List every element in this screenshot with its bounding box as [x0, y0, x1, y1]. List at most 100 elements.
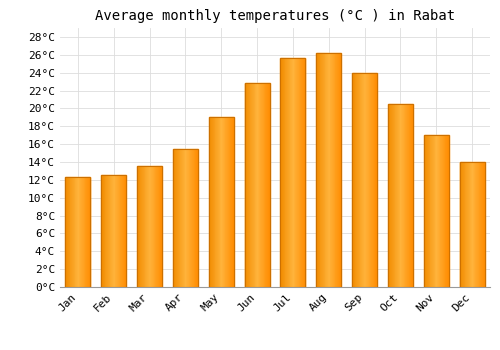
Bar: [192, 148, 193, 287]
Bar: [262, 83, 263, 287]
Bar: [390, 104, 391, 287]
Bar: [431, 135, 432, 287]
Bar: [460, 162, 484, 287]
Bar: [462, 162, 463, 287]
Bar: [474, 162, 476, 287]
Bar: [430, 135, 431, 287]
Bar: [144, 167, 146, 287]
Bar: [67, 177, 68, 287]
Bar: [71, 177, 72, 287]
Bar: [332, 53, 333, 287]
Bar: [300, 58, 302, 287]
Bar: [148, 167, 150, 287]
Bar: [232, 117, 233, 287]
Bar: [284, 58, 286, 287]
Bar: [159, 167, 160, 287]
Bar: [137, 167, 162, 287]
Bar: [246, 83, 247, 287]
Bar: [84, 177, 86, 287]
Bar: [476, 162, 477, 287]
Bar: [227, 117, 228, 287]
Bar: [114, 175, 116, 287]
Bar: [473, 162, 474, 287]
Bar: [339, 53, 340, 287]
Bar: [222, 117, 223, 287]
Bar: [338, 53, 339, 287]
Bar: [229, 117, 230, 287]
Bar: [143, 167, 144, 287]
Bar: [398, 104, 400, 287]
Bar: [141, 167, 142, 287]
Bar: [467, 162, 468, 287]
Bar: [298, 58, 299, 287]
Bar: [373, 73, 374, 287]
Bar: [117, 175, 118, 287]
Bar: [280, 58, 305, 287]
Bar: [336, 53, 337, 287]
Bar: [174, 148, 176, 287]
Bar: [74, 177, 76, 287]
Bar: [392, 104, 393, 287]
Bar: [258, 83, 259, 287]
Bar: [251, 83, 252, 287]
Bar: [282, 58, 283, 287]
Bar: [403, 104, 404, 287]
Bar: [468, 162, 469, 287]
Bar: [253, 83, 254, 287]
Bar: [252, 83, 253, 287]
Bar: [101, 175, 102, 287]
Bar: [103, 175, 104, 287]
Bar: [244, 83, 246, 287]
Bar: [217, 117, 218, 287]
Bar: [477, 162, 478, 287]
Bar: [250, 83, 251, 287]
Bar: [73, 177, 74, 287]
Bar: [404, 104, 406, 287]
Bar: [153, 167, 154, 287]
Bar: [478, 162, 479, 287]
Bar: [352, 73, 353, 287]
Bar: [283, 58, 284, 287]
Title: Average monthly temperatures (°C ) in Rabat: Average monthly temperatures (°C ) in Ra…: [95, 9, 455, 23]
Bar: [400, 104, 402, 287]
Bar: [324, 53, 326, 287]
Bar: [472, 162, 473, 287]
Bar: [322, 53, 323, 287]
Bar: [83, 177, 84, 287]
Bar: [471, 162, 472, 287]
Bar: [393, 104, 394, 287]
Bar: [397, 104, 398, 287]
Bar: [352, 73, 377, 287]
Bar: [156, 167, 157, 287]
Bar: [483, 162, 484, 287]
Bar: [353, 73, 354, 287]
Bar: [233, 117, 234, 287]
Bar: [424, 135, 449, 287]
Bar: [104, 175, 106, 287]
Bar: [326, 53, 327, 287]
Bar: [213, 117, 214, 287]
Bar: [321, 53, 322, 287]
Bar: [184, 148, 186, 287]
Bar: [211, 117, 212, 287]
Bar: [409, 104, 410, 287]
Bar: [291, 58, 292, 287]
Bar: [70, 177, 71, 287]
Bar: [266, 83, 267, 287]
Bar: [193, 148, 194, 287]
Bar: [86, 177, 87, 287]
Bar: [287, 58, 288, 287]
Bar: [292, 58, 293, 287]
Bar: [173, 148, 198, 287]
Bar: [436, 135, 437, 287]
Bar: [122, 175, 123, 287]
Bar: [302, 58, 303, 287]
Bar: [138, 167, 140, 287]
Bar: [101, 175, 126, 287]
Bar: [361, 73, 362, 287]
Bar: [108, 175, 110, 287]
Bar: [123, 175, 124, 287]
Bar: [147, 167, 148, 287]
Bar: [280, 58, 281, 287]
Bar: [367, 73, 368, 287]
